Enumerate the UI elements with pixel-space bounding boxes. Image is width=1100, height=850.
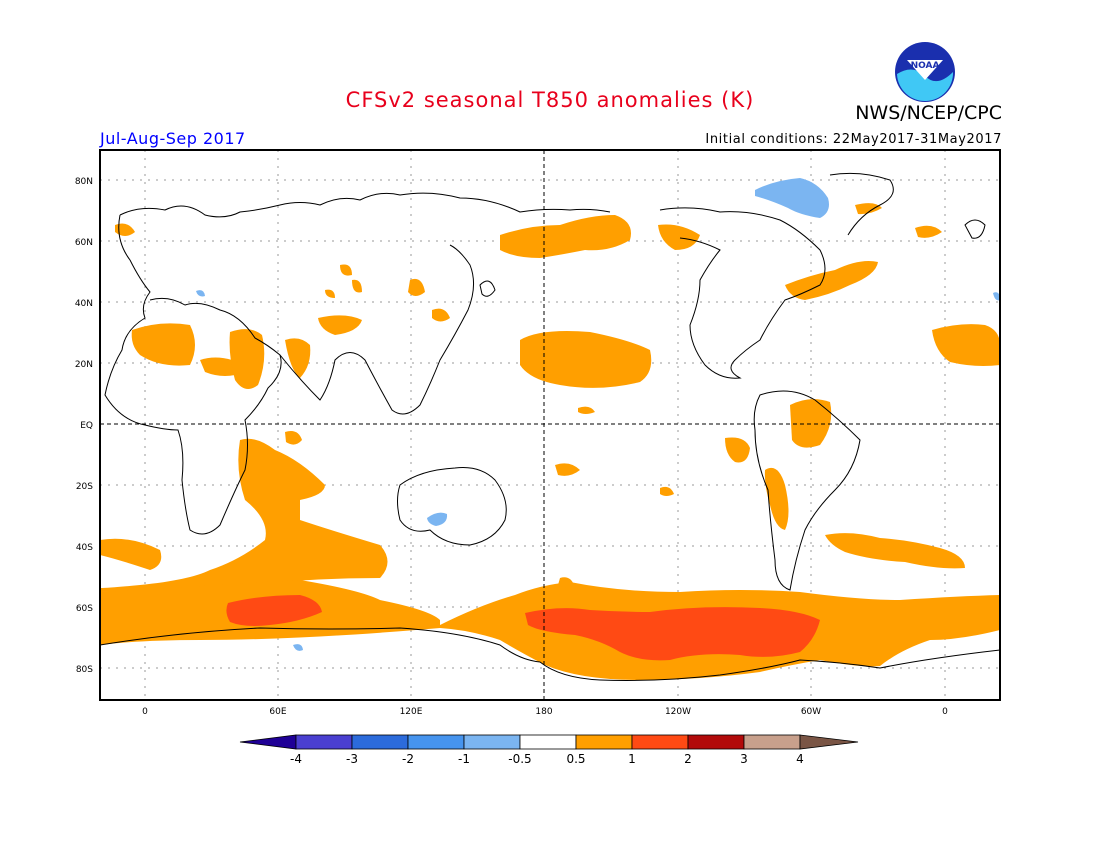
lat-label: EQ: [80, 421, 93, 431]
lon-label: 60E: [269, 707, 286, 717]
lat-label: 60S: [76, 604, 93, 614]
colorbar-label: -3: [346, 752, 358, 766]
colorbar-label: -1: [458, 752, 470, 766]
colorbar-label: -2: [402, 752, 414, 766]
colorbar-label: -0.5: [508, 752, 531, 766]
lat-label: 80S: [76, 665, 93, 675]
colorbar-swatch: [519, 734, 577, 750]
colorbar-label: 2: [684, 752, 692, 766]
forecast-period: Jul-Aug-Sep 2017: [100, 129, 246, 148]
initial-conditions: Initial conditions: 22May2017-31May2017: [705, 132, 1002, 147]
lat-label: 60N: [75, 238, 93, 248]
colorbar-swatch: [463, 734, 521, 750]
colorbar-swatch: [631, 734, 689, 750]
lon-label: 60W: [801, 707, 821, 717]
noaa-logo-icon: NOAA: [895, 42, 955, 102]
lon-label: 120E: [400, 707, 423, 717]
lat-label: 40N: [75, 299, 93, 309]
colorbar-swatch: [743, 734, 801, 750]
colorbar-swatch: [575, 734, 633, 750]
svg-text:NOAA: NOAA: [911, 61, 940, 71]
lon-label: 120W: [665, 707, 691, 717]
lon-label: 0: [142, 707, 148, 717]
longitude-labels: 0 60E 120E 180 120W 60W 0: [142, 707, 948, 717]
colorbar-swatch: [687, 734, 745, 750]
lat-label: 20S: [76, 482, 93, 492]
lat-label: 20N: [75, 360, 93, 370]
colorbar-swatch: [351, 734, 409, 750]
cool-anomaly-regions: [196, 178, 1000, 651]
latitude-labels: 80N 60N 40N 20N EQ 20S 40S 60S 80S: [75, 177, 93, 675]
lon-label: 0: [942, 707, 948, 717]
strong-warm-anomaly-regions: [226, 595, 820, 661]
lat-label: 80N: [75, 177, 93, 187]
colorbar-label: 1: [628, 752, 636, 766]
colorbar-swatch: [239, 734, 297, 750]
coastlines: [100, 172, 1000, 681]
map-title: CFSv2 seasonal T850 anomalies (K): [345, 88, 755, 112]
colorbar-swatch: [295, 734, 353, 750]
colorbar-label: 3: [740, 752, 748, 766]
colorbar-label: 4: [796, 752, 804, 766]
agency-label: NWS/NCEP/CPC: [855, 102, 1002, 124]
colorbar-swatch: [799, 734, 859, 750]
map-frame: [99, 149, 1001, 701]
lat-label: 40S: [76, 543, 93, 553]
colorbar-label: 0.5: [566, 752, 585, 766]
colorbar-labels: -4 -3 -2 -1 -0.5 0.5 1 2 3 4: [290, 752, 804, 766]
colorbar-swatch: [407, 734, 465, 750]
colorbar-label: -4: [290, 752, 302, 766]
colorbar: [239, 734, 859, 750]
lon-label: 180: [535, 707, 552, 717]
